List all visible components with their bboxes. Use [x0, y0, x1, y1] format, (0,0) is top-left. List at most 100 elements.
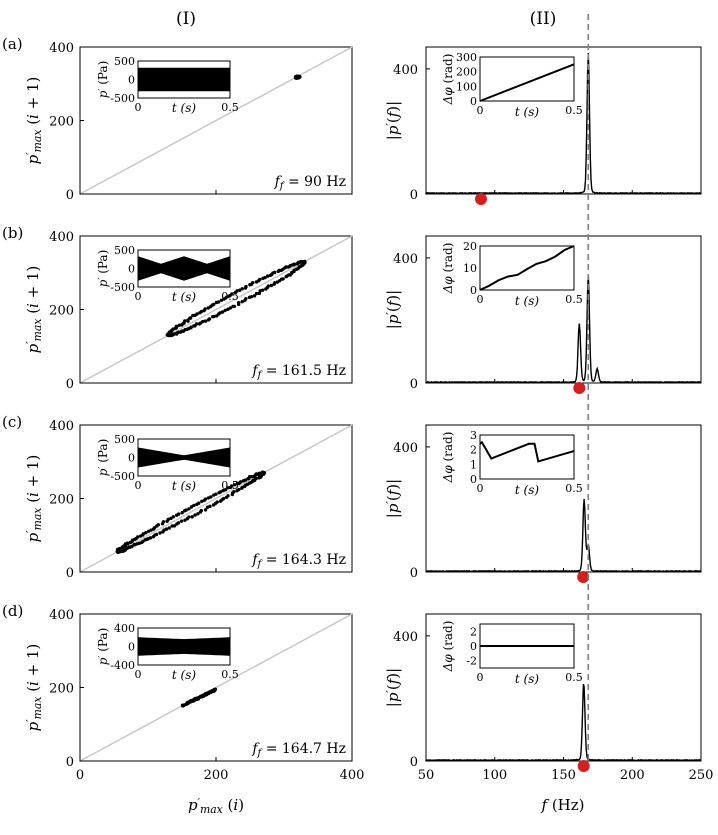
right-ylabel-b: |p′(f)| — [384, 290, 402, 329]
inset-pressure-xlabel-b: t (s) — [172, 290, 196, 304]
scatter-point — [247, 295, 252, 300]
right-ytick-label-c-1: 400 — [393, 441, 418, 456]
panel-label-b: (b) — [2, 224, 23, 242]
scatter-point — [226, 307, 230, 311]
scatter-point — [238, 288, 242, 292]
inset-pressure-xtick0-d: 0 — [135, 668, 142, 681]
scatter-point — [235, 289, 239, 293]
inset-phase-ylabel-b: Δφ (rad) — [441, 243, 455, 295]
scatter-point — [257, 476, 261, 480]
forcing-marker-a — [475, 193, 487, 205]
scatter-point — [215, 314, 219, 318]
scatter-point — [179, 519, 184, 523]
scatter-point — [275, 280, 280, 284]
inset-phase-xtick1-c: 0.5 — [565, 482, 583, 495]
inset-pressure-xlabel-d: t (s) — [172, 668, 196, 682]
scatter-point — [175, 522, 179, 526]
left-ytick-label-d-0: 0 — [66, 755, 74, 770]
scatter-point — [205, 505, 210, 509]
scatter-point — [218, 499, 223, 503]
right-ytick-label-d-0: 0 — [410, 755, 418, 770]
scatter-point — [203, 307, 207, 311]
scatter-point — [254, 291, 259, 296]
scatter-point — [180, 511, 184, 515]
scatter-point — [240, 486, 244, 490]
scatter-point — [232, 483, 237, 487]
scatter-point — [203, 508, 208, 512]
scatter-point — [211, 503, 216, 507]
identity-line-d — [79, 613, 353, 762]
inset-pressure-ylabel-a: p′ (Pa) — [96, 61, 110, 99]
inset-pressure-ytick-c-1: 0 — [128, 452, 135, 465]
scatter-point — [257, 291, 262, 296]
left-ytick-label-a-0: 0 — [66, 188, 74, 203]
scatter-point — [188, 316, 193, 320]
scatter-point — [214, 492, 218, 496]
inset-pressure-ylabel-b: p′ (Pa) — [96, 250, 110, 288]
scatter-point — [264, 287, 268, 291]
scatter-point — [239, 480, 243, 484]
inset-phase-ylabel-c: Δφ (rad) — [441, 432, 455, 484]
inset-pressure-xtick1-c: 0.5 — [221, 479, 239, 492]
scatter-point — [265, 274, 270, 278]
inset-pressure-ytick-a-0: 500 — [114, 55, 135, 68]
scatter-point — [292, 262, 297, 266]
inset-phase-ytick-d-2: -2 — [466, 655, 477, 668]
left-ytick-label-c-1: 200 — [49, 493, 74, 508]
scatter-point — [198, 694, 203, 699]
scatter-point — [203, 319, 208, 323]
left-ytick-label-d-1: 200 — [49, 682, 74, 697]
inset-phase-ytick-a-0: 300 — [456, 51, 477, 64]
inset-phase-xlabel-d: t (s) — [515, 672, 539, 686]
scatter-point — [193, 513, 197, 517]
inset-pressure-xtick0-a: 0 — [135, 101, 142, 114]
inset-pressure-xtick1-d: 0.5 — [221, 668, 239, 681]
right-ytick-label-b-1: 400 — [393, 252, 418, 267]
left-xtick-label-0: 0 — [76, 768, 84, 783]
right-xtick-label-2: 150 — [551, 768, 576, 783]
forcing-marker-b — [573, 382, 586, 394]
inset-pressure-signal-b — [138, 256, 230, 281]
scatter-point — [223, 308, 227, 312]
right-xlabel: f (Hz) — [540, 796, 584, 814]
inset-pressure-xtick1-b: 0.5 — [221, 290, 239, 303]
left-xtick-label-2: 400 — [340, 768, 365, 783]
scatter-point — [206, 318, 211, 322]
scatter-point — [186, 700, 191, 705]
inset-phase-xlabel-c: t (s) — [515, 483, 539, 497]
inset-pressure-signal-d — [138, 637, 230, 656]
spectrum-line-c — [425, 499, 702, 573]
scatter-point — [218, 490, 223, 494]
inset-pressure-ytick-b-0: 500 — [114, 244, 135, 257]
scatter-point — [192, 503, 196, 508]
inset-pressure-ytick-b-1: 0 — [128, 263, 135, 276]
scatter-point — [190, 515, 194, 519]
scatter-point — [167, 526, 172, 530]
column-header-II: (II) — [530, 9, 557, 29]
inset-pressure-xlabel-c: t (s) — [172, 479, 196, 493]
scatter-point — [244, 284, 248, 289]
scatter-points-b — [165, 259, 307, 338]
scatter-point — [151, 535, 156, 539]
inset-pressure-ylabel-c: p′ (Pa) — [96, 439, 110, 477]
left-xtick-label-1: 200 — [204, 768, 229, 783]
right-ylabel-c: |p′(f)| — [384, 479, 402, 518]
left-ylabel-c: p′max (i + 1) — [24, 455, 44, 543]
scatter-point — [144, 531, 148, 535]
forcing-frequency-c: ff = 164.3 Hz — [251, 552, 346, 570]
scatter-point — [243, 478, 248, 482]
scatter-point — [211, 314, 215, 319]
inset-phase-ytick-c-0: 3 — [470, 429, 477, 442]
scatter-point — [243, 298, 247, 303]
inset-phase-ytick-d-0: 2 — [470, 625, 477, 638]
scatter-point — [240, 299, 244, 304]
scatter-point — [231, 304, 235, 309]
scatter-points-d — [180, 687, 218, 708]
scatter-points-a — [293, 74, 302, 80]
inset-pressure-signal-a — [138, 67, 230, 92]
inset-phase-xtick1-a: 0.5 — [565, 104, 583, 117]
scatter-point — [284, 274, 288, 279]
scatter-point — [161, 530, 165, 534]
scatter-point — [240, 287, 244, 291]
